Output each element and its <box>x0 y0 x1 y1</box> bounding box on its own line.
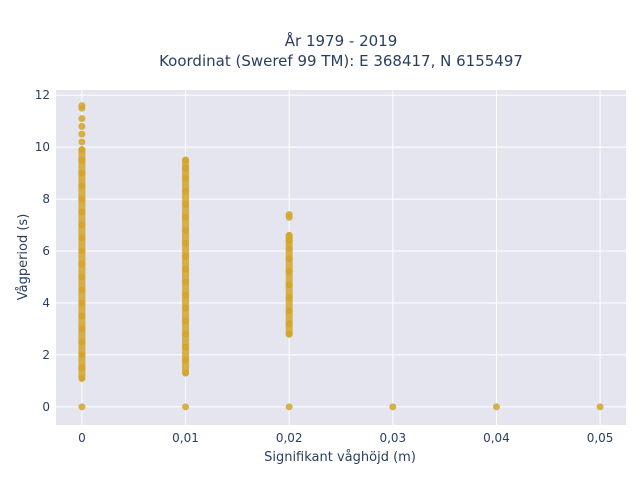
data-point <box>182 164 190 172</box>
y-tick-label: 6 <box>42 244 50 258</box>
data-point <box>285 231 293 239</box>
data-point <box>78 156 86 164</box>
grid-lines <box>56 90 626 425</box>
data-point <box>78 273 86 281</box>
data-point <box>182 369 190 377</box>
data-point <box>182 252 190 260</box>
y-tick-label: 10 <box>35 140 50 154</box>
data-point <box>78 169 86 177</box>
data-point <box>285 403 293 411</box>
data-point <box>78 102 86 110</box>
data-point <box>182 330 190 338</box>
data-point <box>182 200 190 208</box>
data-point <box>285 330 293 338</box>
data-point <box>78 312 86 320</box>
data-point <box>78 247 86 255</box>
data-point <box>285 320 293 328</box>
x-axis-ticks: 0 0,01 0,02 0,03 0,04 0,05 <box>78 431 613 445</box>
data-point <box>182 265 190 273</box>
data-point <box>182 156 190 164</box>
data-point <box>78 403 86 411</box>
data-point <box>78 130 86 138</box>
chart-title-line1: År 1979 - 2019 <box>285 31 398 50</box>
data-point <box>78 351 86 359</box>
data-point <box>78 138 86 146</box>
data-point <box>182 343 190 351</box>
x-tick-label: 0,03 <box>379 431 406 445</box>
data-point <box>78 122 86 130</box>
data-point <box>285 307 293 315</box>
data-point <box>182 187 190 195</box>
x-tick-label: 0,04 <box>483 431 510 445</box>
y-tick-label: 0 <box>42 400 50 414</box>
data-point <box>78 260 86 268</box>
data-point <box>78 286 86 294</box>
data-point <box>182 403 190 411</box>
data-point <box>78 325 86 333</box>
data-point <box>285 294 293 302</box>
chart-title-line2: Koordinat (Sweref 99 TM): E 368417, N 61… <box>159 52 523 70</box>
data-point <box>182 226 190 234</box>
y-axis-ticks: 0 2 4 6 8 10 12 <box>35 88 50 414</box>
data-point <box>78 299 86 307</box>
data-point <box>182 304 190 312</box>
plot-area <box>56 90 626 425</box>
y-tick-label: 12 <box>35 88 50 102</box>
data-point <box>285 237 293 245</box>
data-point <box>78 374 86 382</box>
x-tick-label: 0,05 <box>587 431 614 445</box>
data-point <box>285 255 293 263</box>
data-points <box>78 102 604 411</box>
data-point <box>285 268 293 276</box>
data-point <box>182 278 190 286</box>
data-point <box>78 146 86 154</box>
data-point <box>182 291 190 299</box>
x-tick-label: 0,02 <box>276 431 303 445</box>
y-tick-label: 2 <box>42 348 50 362</box>
data-point <box>78 115 86 123</box>
data-point <box>182 317 190 325</box>
data-point <box>78 338 86 346</box>
data-point <box>596 403 604 411</box>
y-tick-label: 4 <box>42 296 50 310</box>
y-tick-label: 8 <box>42 192 50 206</box>
data-point <box>78 234 86 242</box>
data-point <box>78 182 86 190</box>
x-tick-label: 0 <box>78 431 86 445</box>
data-point <box>78 195 86 203</box>
y-axis-title: Vågperiod (s) <box>16 214 31 301</box>
data-point <box>182 356 190 364</box>
data-point <box>182 239 190 247</box>
data-point <box>182 213 190 221</box>
data-point <box>285 244 293 252</box>
data-point <box>78 364 86 372</box>
x-axis-title: Signifikant våghöjd (m) <box>264 450 416 465</box>
data-point <box>285 211 293 219</box>
x-tick-label: 0,01 <box>172 431 199 445</box>
data-point <box>78 221 86 229</box>
data-point <box>389 403 397 411</box>
data-point <box>78 208 86 216</box>
data-point <box>182 174 190 182</box>
data-point <box>492 403 500 411</box>
data-point <box>285 281 293 289</box>
